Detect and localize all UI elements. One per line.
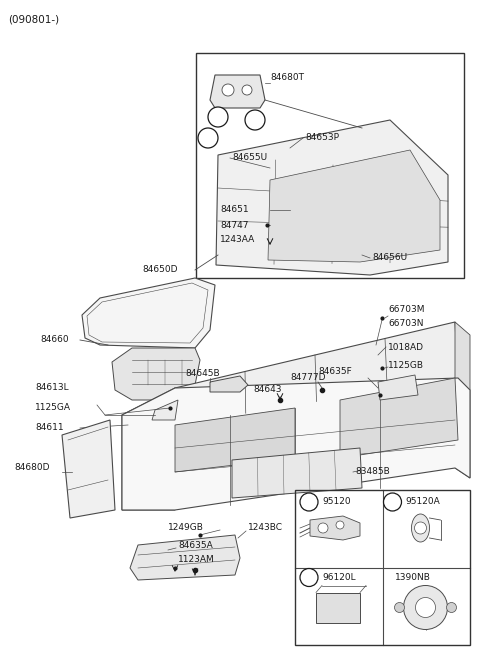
Polygon shape [310, 516, 360, 540]
Circle shape [222, 84, 234, 96]
Polygon shape [130, 535, 240, 580]
Polygon shape [112, 348, 200, 400]
Circle shape [404, 586, 447, 629]
Polygon shape [122, 388, 175, 510]
Text: 1249GB: 1249GB [168, 523, 204, 531]
Text: 84747: 84747 [220, 221, 249, 229]
Text: 84643: 84643 [253, 386, 281, 394]
Text: 66703M: 66703M [388, 305, 424, 314]
Text: 1390NB: 1390NB [395, 573, 431, 582]
Polygon shape [62, 420, 115, 518]
Text: 84651: 84651 [220, 206, 249, 214]
Polygon shape [210, 376, 248, 392]
Ellipse shape [285, 207, 325, 223]
Polygon shape [210, 75, 265, 108]
Polygon shape [122, 378, 470, 510]
Circle shape [416, 597, 435, 618]
Text: 83485B: 83485B [355, 468, 390, 476]
Text: 84611: 84611 [35, 424, 64, 432]
Text: b: b [205, 134, 211, 143]
Circle shape [336, 521, 344, 529]
Circle shape [300, 569, 318, 586]
Circle shape [198, 128, 218, 148]
Text: 1125GB: 1125GB [388, 360, 424, 369]
Text: c: c [390, 498, 395, 506]
Polygon shape [378, 375, 418, 400]
Text: a: a [306, 498, 312, 506]
Text: 84655U: 84655U [232, 153, 267, 162]
Text: b: b [306, 573, 312, 582]
Text: 84777D: 84777D [290, 373, 325, 381]
Bar [196, 53, 464, 278]
Text: 84645B: 84645B [185, 369, 220, 379]
Text: a: a [216, 113, 221, 121]
Text: 84635F: 84635F [318, 367, 352, 377]
Text: 84656U: 84656U [372, 253, 407, 263]
Polygon shape [232, 448, 362, 498]
Circle shape [300, 493, 318, 511]
Circle shape [395, 603, 405, 612]
Text: 84653P: 84653P [305, 134, 339, 143]
Ellipse shape [345, 229, 415, 252]
Text: 84660: 84660 [40, 335, 69, 345]
Polygon shape [82, 278, 215, 348]
Polygon shape [216, 120, 448, 275]
Text: 95120: 95120 [322, 498, 350, 506]
Text: 84613L: 84613L [35, 383, 69, 392]
Polygon shape [268, 150, 440, 262]
Circle shape [242, 85, 252, 95]
Text: 1243AA: 1243AA [220, 236, 255, 244]
Text: 95120A: 95120A [406, 498, 440, 506]
Polygon shape [455, 322, 470, 478]
Polygon shape [175, 322, 458, 425]
Polygon shape [340, 378, 458, 458]
Circle shape [208, 107, 228, 127]
Text: (090801-): (090801-) [8, 14, 59, 24]
Text: c: c [252, 115, 257, 124]
Polygon shape [175, 408, 295, 472]
Circle shape [415, 522, 427, 534]
Bar [295, 490, 470, 645]
Text: 1243BC: 1243BC [248, 523, 283, 531]
Text: 84680D: 84680D [14, 464, 49, 472]
Text: 1123AM: 1123AM [178, 555, 215, 565]
Text: 84635A: 84635A [178, 540, 213, 550]
Circle shape [384, 493, 401, 511]
Text: 84650D: 84650D [142, 265, 178, 274]
Circle shape [446, 603, 456, 612]
Circle shape [318, 523, 328, 533]
Text: 84680T: 84680T [270, 73, 304, 83]
Ellipse shape [411, 514, 430, 542]
Polygon shape [316, 593, 360, 622]
Text: 1125GA: 1125GA [35, 403, 71, 413]
Circle shape [245, 110, 265, 130]
Text: 1018AD: 1018AD [388, 343, 424, 352]
Text: 66703N: 66703N [388, 318, 423, 328]
Text: 96120L: 96120L [322, 573, 356, 582]
Polygon shape [152, 400, 178, 420]
